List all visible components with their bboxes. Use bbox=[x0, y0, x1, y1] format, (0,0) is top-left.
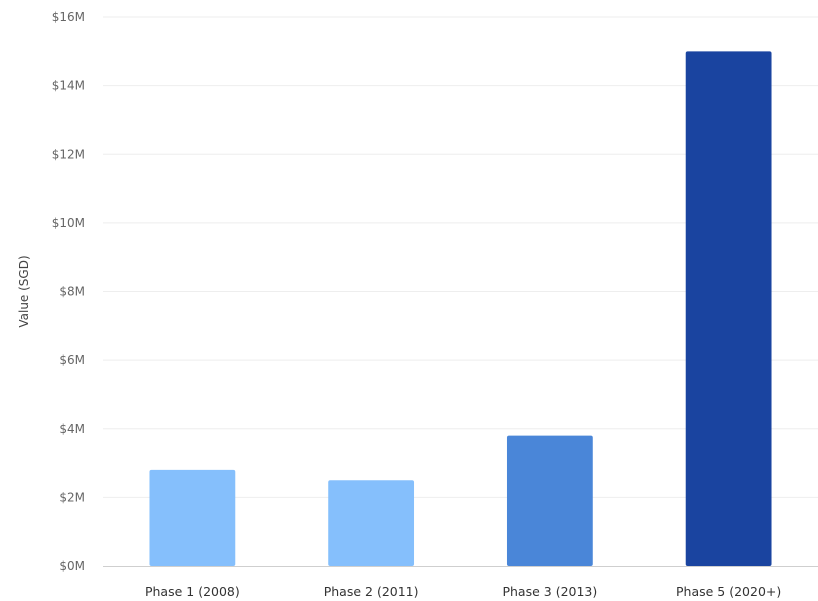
y-tick-label: $6M bbox=[59, 353, 85, 367]
gridlines bbox=[103, 16, 818, 498]
y-axis-ticks: $0M $2M $4M $6M $8M $10M $12M $14M $16M bbox=[52, 10, 85, 573]
bar[interactable] bbox=[685, 51, 772, 566]
y-tick-label: $14M bbox=[52, 79, 85, 93]
y-tick-label: $0M bbox=[59, 559, 85, 573]
x-tick-label: Phase 1 (2008) bbox=[145, 584, 240, 599]
x-tick-label: Phase 2 (2011) bbox=[324, 584, 419, 599]
y-tick-label: $10M bbox=[52, 216, 85, 230]
y-axis-label: Value (SGD) bbox=[17, 255, 31, 327]
y-tick-label: $4M bbox=[59, 422, 85, 436]
y-tick-label: $12M bbox=[52, 147, 85, 161]
y-tick-label: $8M bbox=[59, 285, 85, 299]
y-tick-label: $16M bbox=[52, 10, 85, 24]
bars bbox=[149, 51, 772, 566]
x-tick-label: Phase 3 (2013) bbox=[502, 584, 597, 599]
bar[interactable] bbox=[149, 469, 236, 566]
y-tick-label: $2M bbox=[59, 490, 85, 504]
x-tick-label: Phase 5 (2020+) bbox=[676, 584, 781, 599]
x-axis-ticks: Phase 1 (2008) Phase 2 (2011) Phase 3 (201… bbox=[145, 584, 781, 599]
bar[interactable] bbox=[506, 435, 593, 566]
bar[interactable] bbox=[328, 480, 415, 566]
